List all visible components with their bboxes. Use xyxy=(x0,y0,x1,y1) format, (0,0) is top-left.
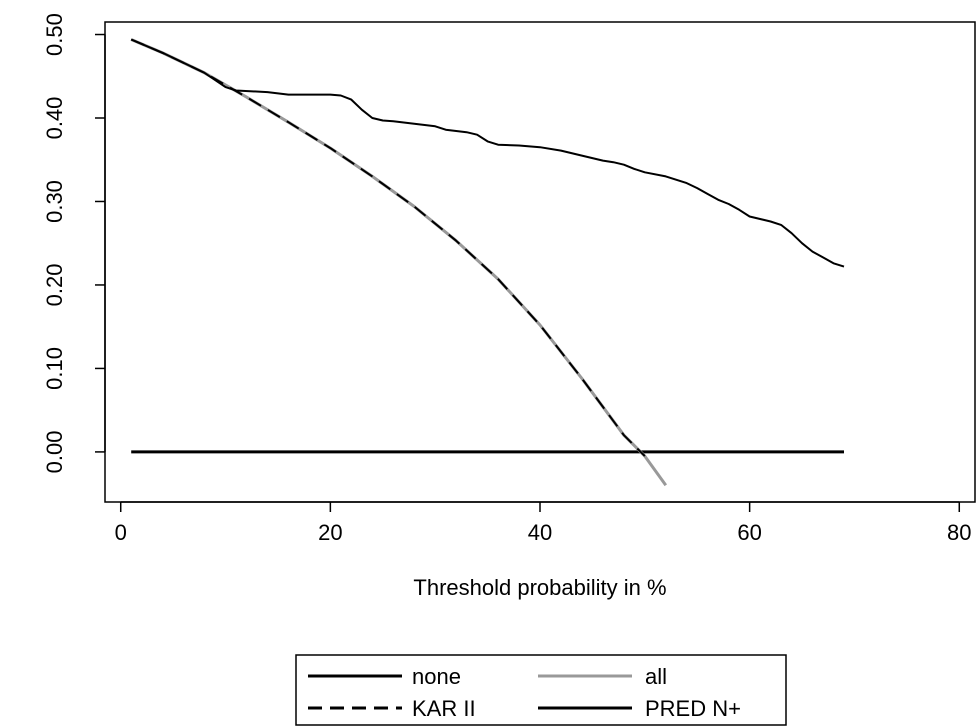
y-tick-label: 0.50 xyxy=(42,13,67,56)
legend: none all KAR II PRED N+ xyxy=(295,654,787,726)
plot-frame xyxy=(104,21,976,503)
y-tick-label: 0.00 xyxy=(42,430,67,473)
series-line-kar-ii xyxy=(130,38,646,457)
legend-label: none xyxy=(412,664,461,689)
y-tick-label: 0.30 xyxy=(42,180,67,223)
legend-label: KAR II xyxy=(412,696,476,721)
legend-label: all xyxy=(645,664,667,689)
series-line-all xyxy=(130,38,668,487)
x-axis: 0 20 40 60 80 xyxy=(115,501,972,545)
x-tick-label: 0 xyxy=(115,520,127,545)
y-axis: 0.00 0.10 0.20 0.30 0.40 0.50 xyxy=(42,13,106,473)
series-layer xyxy=(130,38,845,487)
x-tick-label: 20 xyxy=(318,520,342,545)
series-line-pred-n xyxy=(130,38,845,268)
x-tick-label: 60 xyxy=(737,520,761,545)
y-tick-label: 0.10 xyxy=(42,347,67,390)
x-tick-label: 40 xyxy=(528,520,552,545)
y-tick-label: 0.40 xyxy=(42,97,67,140)
legend-box xyxy=(295,654,787,726)
y-tick-label: 0.20 xyxy=(42,264,67,307)
legend-label: PRED N+ xyxy=(645,696,741,721)
x-tick-label: 80 xyxy=(947,520,971,545)
x-axis-title: Threshold probability in % xyxy=(413,575,666,600)
